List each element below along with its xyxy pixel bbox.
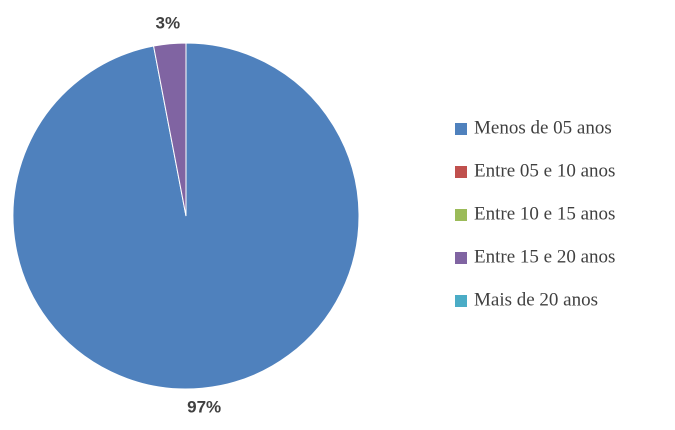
legend-label: Menos de 05 anos [474,117,612,138]
legend-swatch [455,252,467,264]
data-label: 3% [156,13,181,32]
legend-label: Mais de 20 anos [474,289,598,310]
legend-label: Entre 05 e 10 anos [474,160,615,181]
legend-label: Entre 15 e 20 anos [474,246,615,267]
legend-label: Entre 10 e 15 anos [474,203,615,224]
legend-swatch [455,123,467,135]
legend-swatch [455,166,467,178]
pie-slice [152,42,187,217]
legend-swatch [455,295,467,307]
data-label: 97% [187,398,221,417]
legend-swatch [455,209,467,221]
